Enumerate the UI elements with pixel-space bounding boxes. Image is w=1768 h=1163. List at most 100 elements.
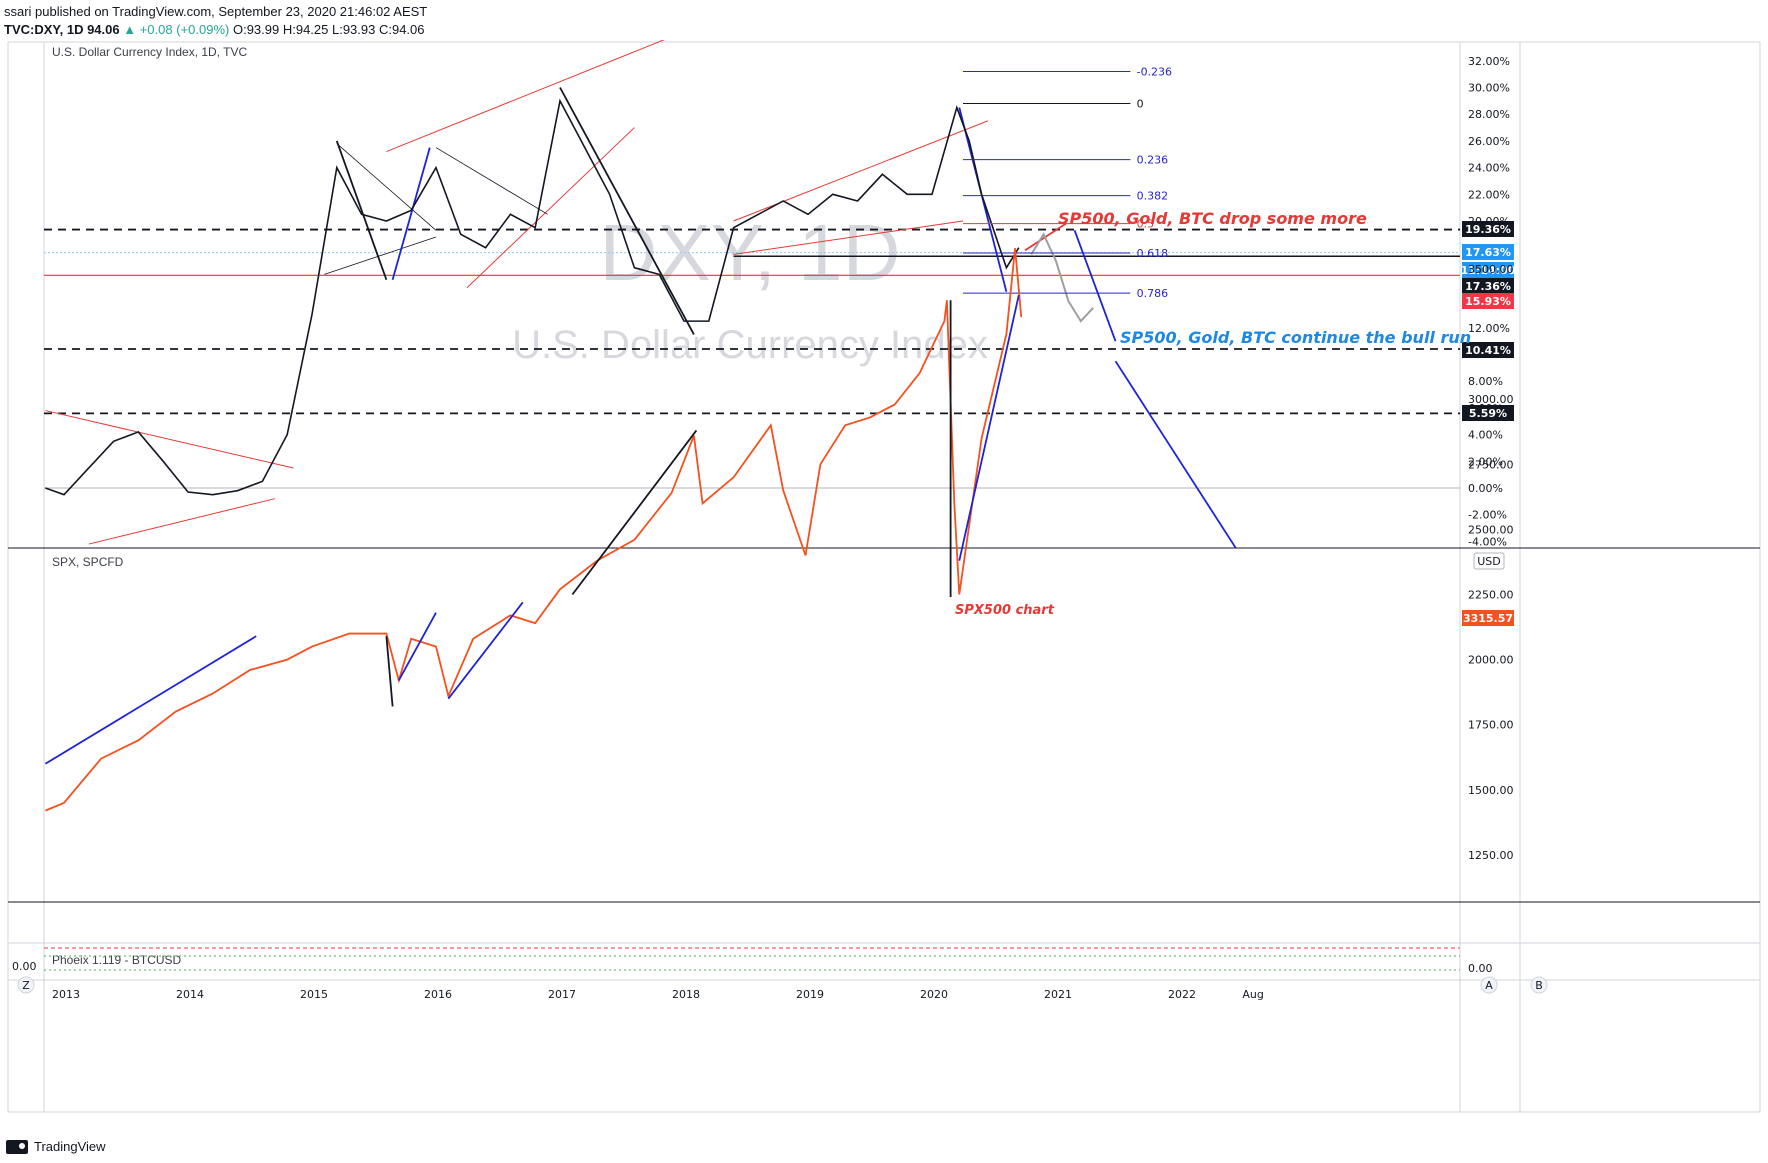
price-tag-label-3: 17.36% (1465, 280, 1511, 293)
spx-blue-arrow-1 (44, 635, 257, 765)
dxy-tick-label-13: -2.00% (1468, 509, 1507, 522)
watermark-name: U.S. Dollar Currency Index (512, 323, 988, 367)
spx-price-series (44, 248, 1023, 812)
price-tag-0 (1462, 221, 1514, 237)
dxy-pane-title: U.S. Dollar Currency Index, 1D, TVC (52, 45, 248, 59)
price-tag-2 (1462, 262, 1514, 278)
time-tick-6: 2019 (796, 988, 824, 1001)
zoom-button[interactable] (17, 976, 35, 994)
price-tag-label-2: 11:14:00 (1461, 264, 1516, 277)
symbol-label: TVC:DXY, 1D 94.06 (4, 22, 120, 37)
price-tag-3 (1462, 278, 1514, 294)
red-channel-lower (466, 127, 635, 289)
dxy-tick-label-5: 22.00% (1468, 188, 1510, 201)
dxy-tick-label-0: 32.00% (1468, 55, 1510, 68)
dxy-tick-label-12: 0.00% (1468, 482, 1503, 495)
price-tag-label-6: 5.59% (1469, 407, 1507, 420)
blue-long-arrow (1114, 360, 1237, 549)
price-tag-1 (1462, 244, 1514, 260)
red-rising-wedge-upper (733, 120, 988, 222)
red-channel-upper (386, 40, 665, 153)
black-arrow-down-2015 (335, 140, 388, 281)
time-tick-10: Aug (1242, 988, 1263, 1001)
dxy-projection-line (1030, 232, 1094, 323)
annotation-drop-more: SP500, Gold, BTC drop some more (1058, 209, 1367, 228)
time-tick-9: 2022 (1168, 988, 1196, 1001)
dxy-tick-label-7: 12.00% (1468, 322, 1510, 335)
spx-last-price-tag (1462, 610, 1514, 626)
fib-label-1: 0 (1137, 98, 1144, 111)
btc-left-tick: 0.00 (12, 960, 37, 973)
change-readout: ▲ +0.08 (+0.09%) (123, 22, 230, 37)
b-button-label: B (1535, 979, 1543, 992)
spx-blue-arrow-2 (398, 612, 437, 681)
spx-black-arrow-2 (571, 429, 698, 596)
fib-label-3: 0.382 (1137, 190, 1169, 203)
time-tick-0: 2013 (52, 988, 80, 1001)
b-button[interactable] (1530, 976, 1548, 994)
spx-blue-arrow-4 (958, 294, 1020, 561)
dxy-tick-label-10: 4.00% (1468, 429, 1503, 442)
chart-canvas[interactable]: DXY, 1D U.S. Dollar Currency Index U.S. … (0, 40, 1768, 1140)
spx-blue-arrow-3 (447, 601, 524, 700)
price-tag-label-0: 19.36% (1465, 223, 1511, 236)
blue-arrow-projection (1073, 230, 1117, 342)
time-tick-3: 2016 (424, 988, 452, 1001)
spx-tick-label-4: 2250.00 (1468, 589, 1514, 602)
spx-tick-label-5: 2000.00 (1468, 654, 1514, 667)
red-wedge-lower (88, 498, 275, 545)
dxy-price-series (45, 98, 1094, 496)
price-tag-6 (1462, 405, 1514, 421)
dxy-tick-label-11: 2.00% (1468, 455, 1503, 468)
fib-label-0: -0.236 (1137, 65, 1172, 78)
footer-brand: TradingView (34, 1139, 106, 1154)
auto-scale-label: A (1485, 979, 1493, 992)
time-tick-2: 2015 (300, 988, 328, 1001)
annotation-bull-run: SP500, Gold, BTC continue the bull run (1120, 328, 1471, 347)
dxy-trendlines (44, 40, 1460, 549)
time-tick-5: 2018 (672, 988, 700, 1001)
spx-tick-label-8: 1250.00 (1468, 849, 1514, 862)
red-wedge-upper (45, 410, 294, 469)
fib-label-4: 0.5 (1137, 218, 1155, 231)
spx-tick-label-1: 3000.00 (1468, 393, 1514, 406)
time-tick-7: 2020 (920, 988, 948, 1001)
footer[interactable]: TradingView (6, 1139, 106, 1154)
tradingview-logo-icon (6, 1139, 28, 1154)
dxy-tick-label-4: 24.00% (1468, 162, 1510, 175)
spx-tick-label-2: 2750.00 (1468, 458, 1514, 471)
btc-right-tick: 0.00 (1468, 962, 1493, 975)
price-tag-label-5: 10.41% (1465, 344, 1511, 357)
price-tag-label-4: 15.93% (1465, 295, 1511, 308)
spx-pane-title: SPX, SPCFD (52, 555, 124, 569)
auto-scale-button[interactable] (1480, 976, 1498, 994)
currency-label: USD (1477, 555, 1501, 568)
dxy-price-line (45, 98, 1020, 496)
symbol-readout: TVC:DXY, 1D 94.06 ▲ +0.08 (+0.09%) O:93.… (4, 22, 425, 37)
fib-label-6: 0.786 (1137, 287, 1169, 300)
black-line-2016 (435, 147, 548, 215)
chart-frame (7, 41, 1761, 1113)
spx-tick-label-0: 3500.00 (1468, 263, 1514, 276)
currency-badge[interactable] (1473, 552, 1505, 570)
dxy-price-tags: 19.36% 17.63% 11:14:00 17.36% 15.93% 10.41% 5.… (1461, 221, 1516, 421)
time-tick-8: 2021 (1044, 988, 1072, 1001)
dxy-tick-label-14: -4.00% (1468, 535, 1507, 548)
red-rising-wedge-lower (733, 220, 964, 255)
fib-label-5: 0.618 (1137, 247, 1169, 260)
price-tag-4 (1462, 293, 1514, 309)
fib-label-2: 0.236 (1137, 154, 1169, 167)
time-axis[interactable]: 2013 2014 2015 2016 2017 2018 2019 2020 2021 2022… (52, 988, 1264, 1001)
annotation-spx: SPX500 chart (955, 603, 1055, 618)
fib-retracement[interactable]: -0.236 0 0.236 0.382 0.5 0.618 0.786 (963, 65, 1172, 300)
publish-info: ssari published on TradingView.com, Sept… (4, 4, 428, 19)
dxy-tick-label-8: 8.00% (1468, 375, 1503, 388)
price-tag-5 (1462, 342, 1514, 358)
time-tick-4: 2017 (548, 988, 576, 1001)
black-triangle-upper (336, 143, 437, 231)
blue-arrow-up-2015 (391, 147, 431, 280)
spx-tick-label-6: 1750.00 (1468, 719, 1514, 732)
spx-tick-label-7: 1500.00 (1468, 784, 1514, 797)
spx-price-axis[interactable]: 3500.00 3000.00 2750.00 2500.00 2250.00 2000.… (1468, 263, 1514, 862)
spx-black-arrow-1 (385, 636, 394, 707)
